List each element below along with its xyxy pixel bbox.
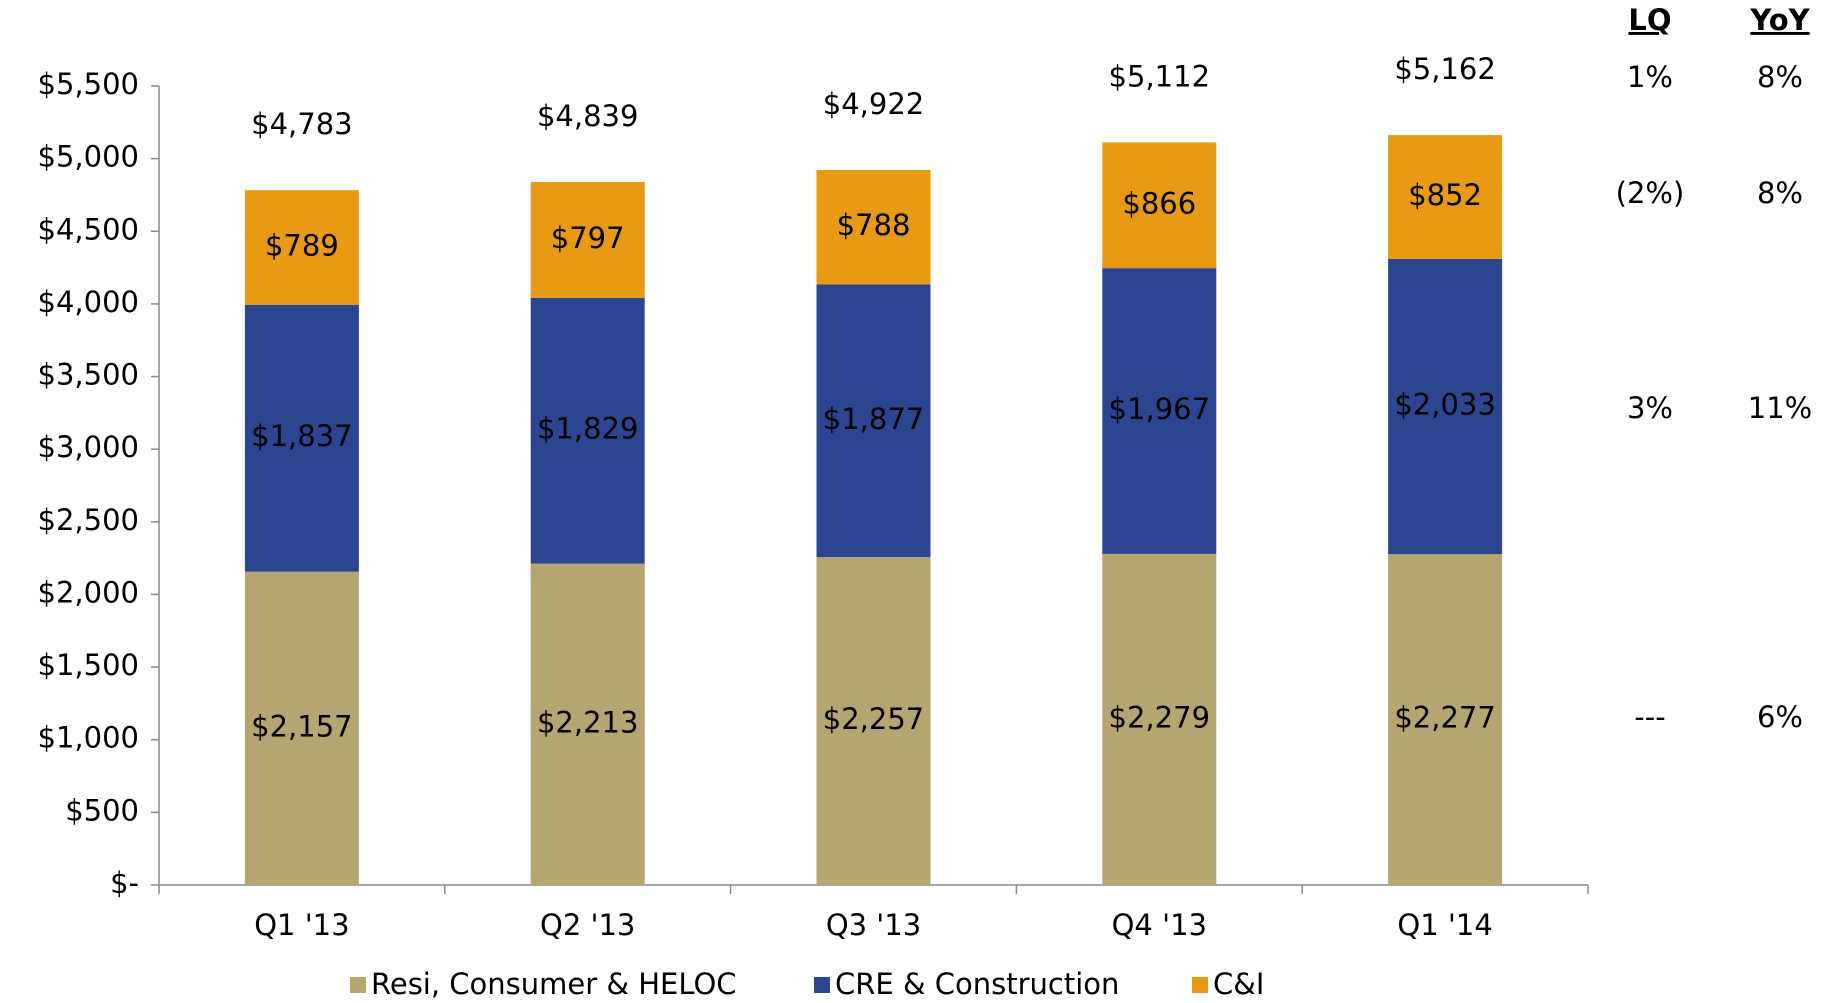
data-label: $797 — [551, 221, 625, 255]
table-cell: (2%) — [1616, 176, 1685, 210]
data-label: $2,157 — [251, 709, 352, 743]
data-label: $1,829 — [537, 412, 638, 446]
bar-segment — [1388, 258, 1503, 555]
bar-segment — [816, 169, 931, 285]
data-label: $2,279 — [1109, 700, 1210, 734]
legend-label: CRE & Construction — [835, 967, 1119, 1001]
data-label: $1,877 — [823, 402, 924, 436]
x-tick-label: Q1 '14 — [1397, 908, 1492, 942]
table-cell: --- — [1634, 700, 1665, 734]
y-tick-label: $4,500 — [38, 212, 139, 246]
bar-segment — [1388, 135, 1503, 259]
total-label: $4,839 — [537, 99, 638, 133]
total-label: $4,922 — [823, 87, 924, 121]
x-tick-label: Q2 '13 — [540, 908, 635, 942]
data-label: $789 — [265, 228, 339, 262]
bar-segment — [530, 297, 645, 564]
y-tick-label: $500 — [65, 793, 139, 827]
y-tick-label: $1,500 — [38, 648, 139, 682]
table-cell: 8% — [1757, 60, 1803, 94]
bar-segment — [244, 190, 359, 305]
legend-swatch — [1192, 977, 1208, 993]
bar-segment — [1102, 553, 1217, 885]
y-tick-label: $4,000 — [38, 285, 139, 319]
bar-segment — [530, 563, 645, 885]
data-label: $1,837 — [251, 419, 352, 453]
x-tick-label: Q4 '13 — [1112, 908, 1207, 942]
bar-segment — [816, 557, 931, 885]
data-label: $2,277 — [1394, 701, 1495, 735]
y-tick-label: $3,500 — [38, 358, 139, 392]
y-tick-label: $- — [110, 866, 139, 900]
table-cell: 1% — [1627, 60, 1673, 94]
y-tick-label: $5,500 — [38, 67, 139, 101]
table-cell: 6% — [1757, 700, 1803, 734]
data-label: $866 — [1122, 186, 1196, 220]
table-cell: 8% — [1757, 176, 1803, 210]
total-label: $5,112 — [1109, 59, 1210, 93]
legend-swatch — [814, 977, 830, 993]
bar-segment — [816, 284, 931, 558]
bar-segment — [530, 182, 645, 298]
data-label: $2,033 — [1394, 388, 1495, 422]
table-header: LQ — [1628, 3, 1671, 37]
bar-segment — [1388, 554, 1503, 885]
bar-segment — [1102, 142, 1217, 269]
table-cell: 3% — [1627, 391, 1673, 425]
data-label: $2,257 — [823, 702, 924, 736]
x-tick-label: Q3 '13 — [826, 908, 921, 942]
table-cell: 11% — [1748, 391, 1812, 425]
data-label: $788 — [837, 208, 911, 242]
y-tick-label: $5,000 — [38, 140, 139, 174]
total-label: $4,783 — [251, 107, 352, 141]
y-tick-label: $2,000 — [38, 575, 139, 609]
legend-swatch — [350, 977, 366, 993]
data-label: $1,967 — [1109, 392, 1210, 426]
legend-label: Resi, Consumer & HELOC — [371, 967, 737, 1001]
table-header: YoY — [1749, 3, 1810, 37]
total-label: $5,162 — [1394, 52, 1495, 86]
y-tick-label: $1,000 — [38, 721, 139, 755]
bar-segment — [244, 304, 359, 572]
bar-segment — [244, 571, 359, 885]
data-label: $852 — [1408, 178, 1482, 212]
y-tick-label: $2,500 — [38, 503, 139, 537]
legend-label: C&I — [1213, 967, 1264, 1001]
y-tick-label: $3,000 — [38, 430, 139, 464]
data-label: $2,213 — [537, 705, 638, 739]
bar-segment — [1102, 268, 1217, 554]
x-tick-label: Q1 '13 — [254, 908, 349, 942]
